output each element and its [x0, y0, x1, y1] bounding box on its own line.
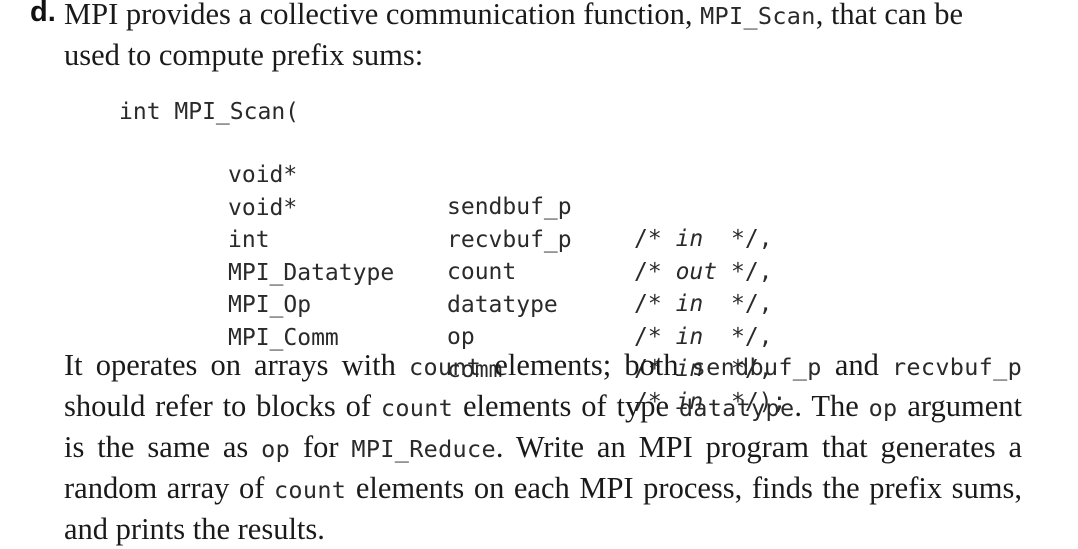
code-count: count [380, 394, 454, 422]
parameter-list: void* sendbuf_p /* in */, void* recvbuf_… [228, 127, 786, 415]
exercise-label: d. [30, 0, 56, 28]
body-text: elements of type [462, 389, 669, 423]
param-direction: in [675, 291, 704, 317]
code-recvbuf: recvbuf_p [891, 353, 1023, 381]
param-direction: in [675, 323, 704, 350]
code-datatype: datatype [678, 394, 795, 422]
body-text: and [834, 348, 879, 382]
param-direction: in [675, 356, 704, 382]
param-comment: /* in */, [634, 226, 773, 252]
code-op: op [261, 435, 291, 463]
body-text: . The [794, 389, 859, 423]
param-type: void* [228, 162, 298, 188]
param-name: sendbuf_p [447, 194, 572, 220]
param-name: recvbuf_p [447, 226, 572, 253]
param-type: int [228, 227, 270, 253]
body-text: argument is the same as [64, 389, 1022, 464]
intro-text: MPI provides a collective communication … [64, 0, 693, 31]
param-name: op [447, 324, 475, 350]
param-direction: in [675, 388, 704, 415]
function-signature-head: int MPI_Scan( [119, 99, 300, 125]
parameter-row: void* recvbuf_p /* out */, [228, 160, 773, 285]
param-comment: /* out */, [634, 258, 773, 285]
param-comment: /* in */, [634, 356, 773, 382]
body-text: elements; both [494, 348, 679, 382]
body-text: . Write an MPI program that generates a … [64, 430, 1023, 505]
code-op: op [868, 394, 898, 422]
parameter-row: MPI_Comm comm /* in */); [228, 290, 786, 415]
parameter-row: void* sendbuf_p /* in */, [228, 127, 773, 252]
body-text: It operates on arrays with [64, 348, 396, 382]
code-sendbuf: sendbuf_p [691, 353, 822, 381]
parameter-row: MPI_Datatype datatype /* in */, [228, 225, 773, 350]
param-comment: /* in */, [634, 291, 773, 317]
parameter-row: int count /* in */, [228, 192, 773, 317]
parameter-row: MPI_Op op /* in */, [228, 257, 773, 382]
param-type: MPI_Datatype [228, 259, 395, 286]
param-comment: /* in */, [634, 323, 773, 350]
code-mpi-scan: MPI_Scan [700, 2, 816, 30]
body-text: should refer to blocks of [64, 389, 372, 423]
param-direction: out [675, 258, 718, 285]
code-count: count [409, 353, 482, 381]
intro-paragraph: MPI provides a collective communication … [64, 0, 1022, 75]
param-name: comm [447, 356, 503, 383]
param-type: MPI_Op [228, 292, 312, 318]
param-name: count [447, 259, 517, 285]
body-text: for [302, 430, 339, 464]
intro-text: , that can be used to compute prefix sum… [64, 0, 964, 72]
param-type: MPI_Comm [228, 324, 339, 351]
param-type: void* [228, 194, 298, 221]
param-direction: in [675, 226, 704, 252]
body-text: elements on each MPI process, finds the … [64, 471, 1023, 546]
param-name: datatype [447, 291, 558, 318]
description-paragraph: It operates on arrays with count element… [64, 346, 1022, 549]
code-mpi-reduce: MPI_Reduce [351, 435, 496, 463]
param-comment: /* in */); [634, 388, 787, 415]
code-count: count [273, 476, 347, 504]
